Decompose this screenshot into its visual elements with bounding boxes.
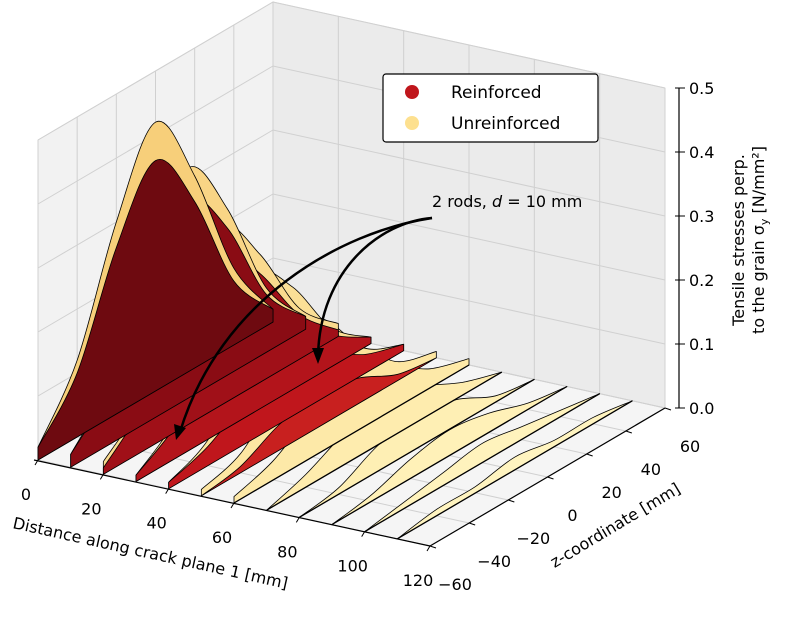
z-tick xyxy=(586,453,593,457)
x-tick xyxy=(361,531,366,537)
x-tick-label: 100 xyxy=(337,557,368,576)
annotation: 2 rods, d = 10 mm xyxy=(174,192,582,440)
z-tick xyxy=(625,430,632,434)
x-tick-label: 40 xyxy=(146,514,166,533)
x-tick-label: 60 xyxy=(212,528,232,547)
z-tick-label: 20 xyxy=(601,483,621,502)
x-axis-line xyxy=(33,459,431,547)
z-tick xyxy=(508,499,515,503)
x-tick xyxy=(34,459,39,466)
z-tick-label: 60 xyxy=(680,437,700,456)
y-tick-label: 0.5 xyxy=(689,79,714,98)
z-tick xyxy=(547,476,554,480)
y-axis-label-line2: to the grain σy [N/mm²] xyxy=(749,146,771,334)
legend: Reinforced Unreinforced xyxy=(382,73,599,143)
gridline-y xyxy=(37,1,666,141)
unreinforced-slice xyxy=(364,393,601,533)
x-tick-label: 0 xyxy=(21,485,31,504)
y-tick-label: 0.2 xyxy=(689,271,714,290)
x-tick xyxy=(230,502,235,509)
y-tick-label: 0.4 xyxy=(689,143,714,162)
x-tick xyxy=(99,474,104,480)
legend-label-unreinforced: Unreinforced xyxy=(451,114,560,134)
z-tick-label: −60 xyxy=(438,575,472,594)
z-tick xyxy=(469,522,476,526)
annotation-text: 2 rods, d = 10 mm xyxy=(432,192,582,211)
legend-marker-unreinforced xyxy=(405,116,419,130)
y-tick-label: 0.3 xyxy=(689,207,714,226)
legend-marker-reinforced xyxy=(405,85,419,99)
x-tick-label: 20 xyxy=(81,499,101,518)
y-axis-label: Tensile stresses perp. to the grain σy [… xyxy=(729,146,771,334)
reinforced-slice xyxy=(331,385,568,526)
x-tick xyxy=(295,517,300,523)
z-tick-label: −20 xyxy=(516,529,550,548)
reinforced-slice xyxy=(397,400,633,540)
z-tick-label: 0 xyxy=(567,506,577,525)
y-axis-label-line1: Tensile stresses perp. xyxy=(729,154,748,327)
reinforced-slice xyxy=(37,158,274,461)
reinforced-slice xyxy=(299,378,535,518)
annotation-arrowhead-1 xyxy=(174,424,186,440)
z-tick xyxy=(429,545,437,549)
x-tick xyxy=(165,488,170,494)
x-tick-label: 120 xyxy=(403,571,434,590)
data-slices xyxy=(37,120,633,540)
reinforced-slice xyxy=(364,393,600,533)
y-tick-label: 0.1 xyxy=(689,335,714,354)
x-tick-label: 80 xyxy=(277,542,297,561)
annotation-arrowhead-2 xyxy=(312,348,324,364)
z-tick xyxy=(664,407,672,411)
annotation-arrow-2 xyxy=(316,216,433,357)
reinforced-slice xyxy=(266,371,502,511)
axes: 0 20 40 60 80 100 120 −60 −40 −20 0 20 40 60 0.0 0.1 0.2… xyxy=(21,79,715,594)
annotation-arrow-1 xyxy=(178,216,433,433)
z-tick-label: −40 xyxy=(477,552,511,571)
x-tick xyxy=(426,545,431,552)
reinforced-slice xyxy=(233,364,470,504)
legend-box xyxy=(382,73,599,143)
z-tick-label: 40 xyxy=(641,460,661,479)
y-tick-label: 0.0 xyxy=(689,399,714,418)
legend-label-reinforced: Reinforced xyxy=(451,83,542,103)
